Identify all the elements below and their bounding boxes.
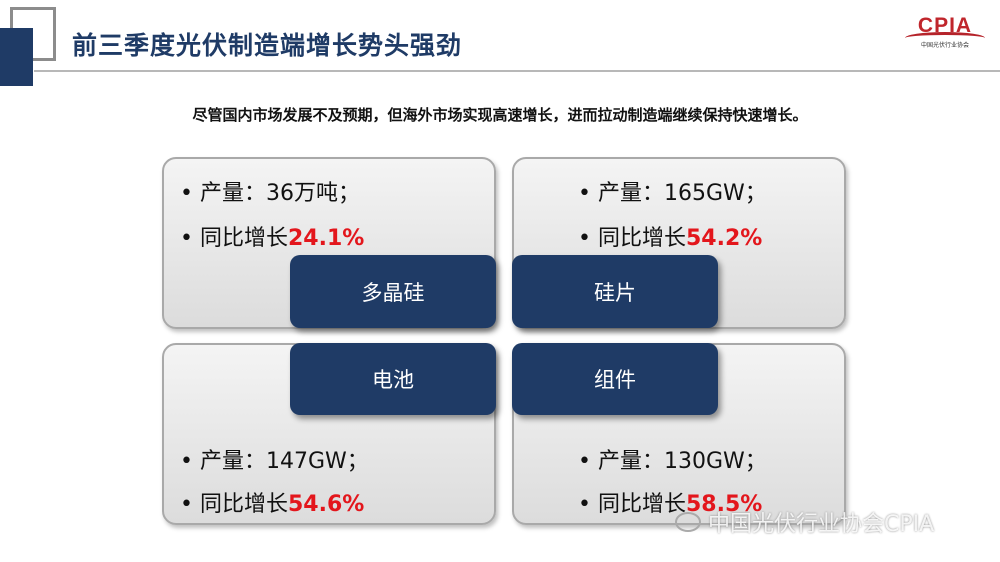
label-module: 组件 — [512, 343, 718, 415]
growth-label: • 同比增长 — [180, 492, 288, 517]
page-title: 前三季度光伏制造端增长势头强劲 — [72, 31, 463, 60]
growth-label: • 同比增长 — [578, 226, 686, 251]
output-text: • 产量：147GW； — [180, 449, 369, 474]
growth-value: 24.1% — [287, 226, 365, 251]
growth-value: 54.6% — [287, 492, 365, 517]
output-text: • 产量：36万吨； — [180, 181, 360, 206]
growth-label: • 同比增长 — [180, 226, 288, 251]
output-text: • 产量：165GW； — [578, 181, 767, 206]
growth-text: • 同比增长54.6% — [180, 486, 364, 518]
label-wafer: 硅片 — [512, 255, 718, 328]
growth-text: • 同比增长54.2% — [578, 220, 762, 252]
header-divider — [34, 70, 1000, 72]
output-text: • 产量：130GW； — [578, 449, 767, 474]
label-polysilicon: 多晶硅 — [290, 255, 496, 328]
growth-label: • 同比增长 — [578, 492, 686, 517]
growth-value: 58.5% — [685, 492, 763, 517]
card-module: • 产量：130GW； • 同比增长58.5% — [512, 343, 846, 525]
wechat-icon — [675, 512, 701, 532]
page-subtitle: 尽管国内市场发展不及预期，但海外市场实现高速增长，进而拉动制造端继续保持快速增长… — [192, 106, 808, 124]
watermark: 中国光伏行业协会CPIA — [708, 512, 935, 537]
label-cell: 电池 — [290, 343, 496, 415]
decor-square-filled — [0, 28, 33, 86]
cpia-logo: CPIA 中国光伏行业协会 — [900, 14, 990, 62]
growth-text: • 同比增长58.5% — [578, 486, 762, 518]
growth-value: 54.2% — [685, 226, 763, 251]
growth-text: • 同比增长24.1% — [180, 220, 364, 252]
